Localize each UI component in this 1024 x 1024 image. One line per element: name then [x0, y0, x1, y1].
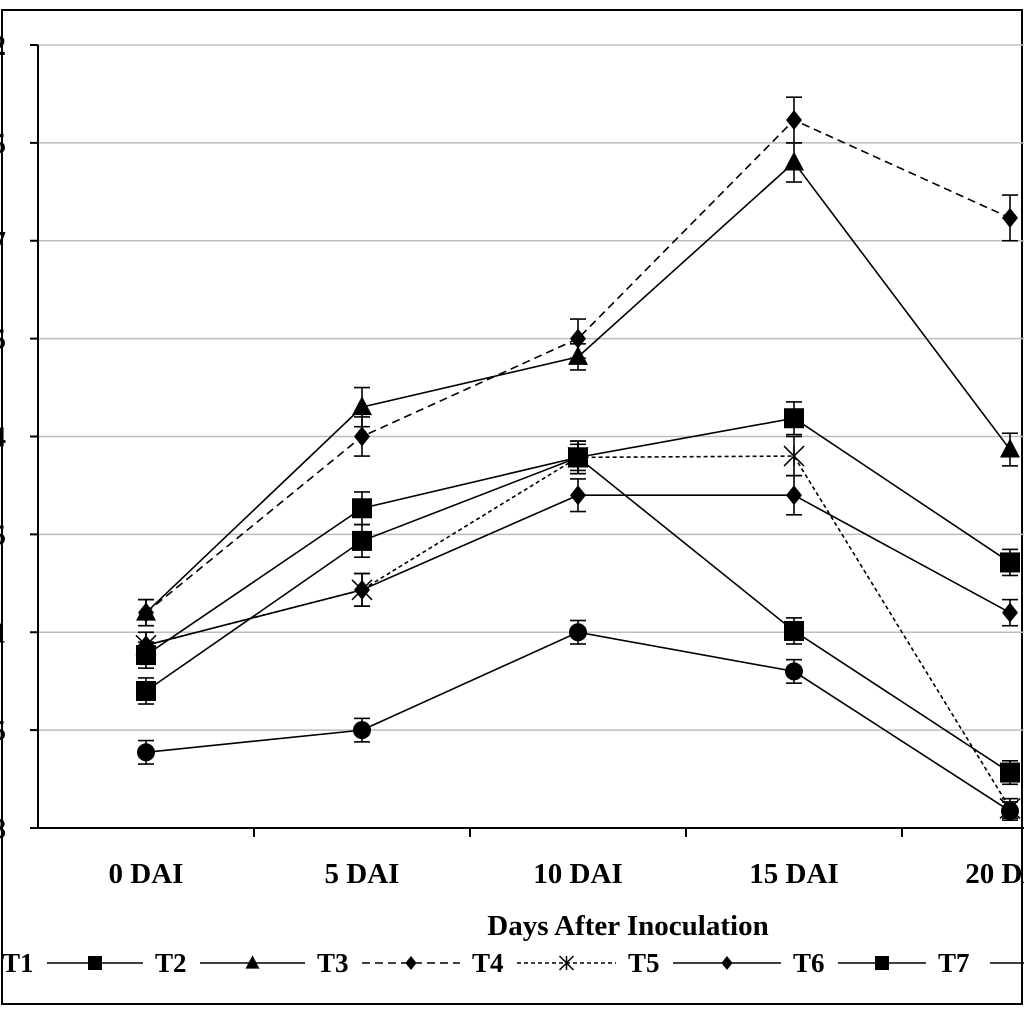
point-marker [138, 635, 154, 656]
point-marker [1002, 602, 1018, 623]
point-marker [88, 956, 102, 970]
point-marker [568, 447, 588, 468]
legend-label: T2 [155, 948, 187, 978]
point-marker [352, 498, 372, 519]
point-marker [1000, 552, 1020, 573]
y-tick-label: 1.1 [0, 617, 6, 649]
series-line [145, 161, 1011, 614]
point-marker [786, 485, 802, 506]
point-marker [352, 530, 372, 551]
legend-label: T7 [938, 948, 970, 978]
point-marker [558, 955, 575, 971]
point-marker [721, 956, 733, 970]
chart-border [1, 9, 1023, 1005]
point-marker [875, 956, 889, 970]
legend-label: T3 [317, 948, 349, 978]
legend-item-t6: T6 [673, 948, 825, 978]
point-marker [785, 662, 803, 681]
point-marker [783, 445, 805, 467]
point-marker [999, 797, 1021, 819]
series-lines [135, 96, 1021, 821]
point-marker [137, 743, 155, 762]
y-tick-label: 0.8 [0, 813, 6, 845]
legend-item-t7: T7 [838, 948, 970, 978]
x-tick-label: 0 DAI [109, 858, 184, 890]
point-marker [784, 151, 804, 171]
axes [30, 44, 1024, 837]
y-tick-label: 1.85 [0, 128, 6, 160]
point-marker [245, 955, 260, 969]
series-t7 [136, 440, 1020, 786]
point-marker [405, 956, 417, 970]
y-tick-label: 1.7 [0, 226, 6, 258]
legend-label: T5 [628, 948, 660, 978]
series-t1 [137, 619, 1019, 821]
x-axis-title: Days After Inoculation [487, 910, 768, 942]
point-marker [138, 602, 154, 623]
x-tick-label: 5 DAI [325, 858, 400, 890]
legend-label: T4 [472, 948, 504, 978]
point-marker [1000, 438, 1020, 458]
legend-item-t3: T3 [200, 948, 349, 978]
legend-label: T6 [793, 948, 825, 978]
y-tick-label: 2 [0, 30, 6, 62]
point-marker [136, 680, 156, 701]
point-marker [784, 408, 804, 429]
point-marker [786, 110, 802, 131]
point-marker [1000, 762, 1020, 783]
point-marker [354, 426, 370, 447]
y-tick-label: 1.25 [0, 519, 6, 551]
legend-item-t1: T1 [2, 948, 34, 978]
x-tick-label: 15 DAI [749, 858, 838, 890]
legend: T1 T2 T3 T4 T5 T6 T7 [2, 948, 1024, 978]
y-tick-label: 1.55 [0, 324, 6, 356]
gridlines [38, 44, 1024, 731]
point-marker [569, 623, 587, 642]
series-line [145, 119, 1011, 614]
point-marker [570, 485, 586, 506]
point-marker [784, 620, 804, 641]
point-marker [352, 396, 372, 416]
x-tick-labels: 0 DAI 5 DAI 10 DAI 15 DAI 20 DAI [109, 858, 1024, 890]
legend-item-t5: T5 [517, 948, 660, 978]
y-tick-labels: 0.8 0.95 1.1 1.25 1.4 1.55 1.7 1.85 2 [0, 30, 6, 845]
series-line [145, 631, 1011, 812]
point-marker [570, 328, 586, 349]
series-t3 [136, 142, 1020, 627]
y-tick-label: 0.95 [0, 715, 6, 747]
legend-item-t4: T4 [362, 948, 504, 978]
x-tick-label: 10 DAI [533, 858, 622, 890]
y-tick-label: 1.4 [0, 422, 6, 454]
series-t4 [138, 96, 1018, 627]
point-marker [353, 721, 371, 740]
legend-item-t2: T2 [47, 948, 187, 978]
x-tick-label: 20 DAI [965, 858, 1024, 890]
series-t6 [138, 474, 1018, 660]
legend-label: T1 [2, 948, 34, 978]
point-marker [354, 579, 370, 600]
point-marker [1002, 207, 1018, 228]
